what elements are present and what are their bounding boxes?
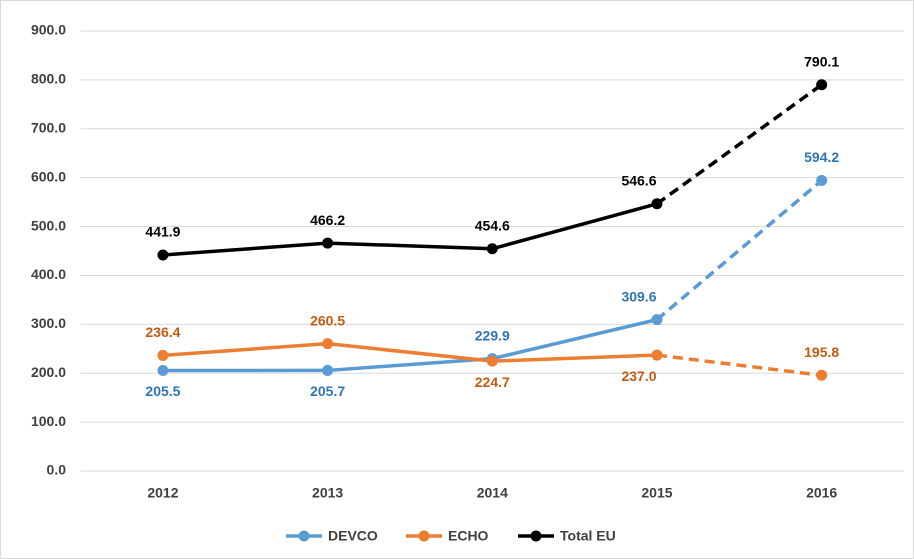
y-tick-label: 700.0: [31, 119, 66, 135]
data-label: 260.5: [310, 312, 345, 328]
data-label: 236.4: [145, 324, 180, 340]
data-point: [486, 355, 498, 367]
legend-marker: [298, 530, 310, 542]
data-label: 224.7: [475, 374, 510, 390]
y-tick-label: 100.0: [31, 413, 66, 429]
data-point: [651, 349, 663, 361]
data-label: 790.1: [804, 53, 839, 69]
data-label: 229.9: [475, 327, 510, 343]
data-point: [157, 365, 169, 377]
y-tick-label: 900.0: [31, 22, 66, 38]
data-label: 205.7: [310, 383, 345, 399]
y-tick-label: 0.0: [47, 462, 67, 478]
data-point: [322, 237, 334, 249]
legend-label: DEVCO: [328, 528, 378, 544]
data-label: 195.8: [804, 344, 839, 360]
x-tick-label: 2016: [806, 485, 837, 501]
data-label: 594.2: [804, 149, 839, 165]
y-tick-label: 600.0: [31, 168, 66, 184]
data-label: 237.0: [621, 368, 656, 384]
series-line: [162, 317, 658, 373]
data-label: 309.6: [621, 288, 656, 304]
data-label: 205.5: [145, 383, 180, 399]
data-point: [322, 338, 334, 350]
data-point: [486, 243, 498, 255]
legend-label: Total EU: [560, 528, 616, 544]
x-tick-label: 2012: [147, 485, 178, 501]
series-line: [162, 341, 658, 363]
data-label: 441.9: [145, 224, 180, 240]
y-tick-label: 200.0: [31, 364, 66, 380]
data-label: 454.6: [475, 217, 510, 233]
x-tick-label: 2015: [641, 485, 672, 501]
x-tick-label: 2013: [312, 485, 343, 501]
data-point: [816, 175, 828, 187]
data-point: [322, 364, 334, 376]
series-line-dashed: [655, 179, 823, 321]
series-line-dashed: [656, 353, 822, 378]
data-point: [816, 79, 828, 91]
x-tick-label: 2014: [477, 485, 508, 501]
legend-label: ECHO: [448, 528, 489, 544]
data-point: [651, 198, 663, 210]
y-tick-label: 300.0: [31, 315, 66, 331]
series-line-dashed: [655, 83, 823, 206]
data-point: [816, 369, 828, 381]
data-point: [157, 249, 169, 261]
y-tick-label: 800.0: [31, 71, 66, 87]
y-tick-label: 500.0: [31, 217, 66, 233]
data-point: [651, 314, 663, 326]
data-label: 466.2: [310, 212, 345, 228]
legend-marker: [418, 530, 430, 542]
legend-marker: [530, 530, 542, 542]
data-point: [157, 349, 169, 361]
series-line: [162, 202, 658, 257]
y-tick-label: 400.0: [31, 266, 66, 282]
data-label: 546.6: [621, 172, 656, 188]
